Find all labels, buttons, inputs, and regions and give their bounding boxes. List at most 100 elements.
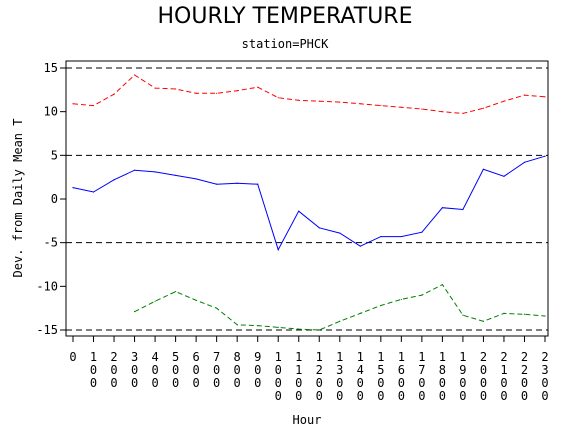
- data-point: [544, 155, 546, 157]
- data-point: [216, 183, 218, 185]
- data-point: [503, 312, 505, 315]
- y-tick-label: 0: [51, 192, 58, 206]
- data-point: [72, 103, 74, 105]
- data-point: [195, 299, 197, 301]
- data-point: [400, 106, 402, 108]
- y-tick-label: 5: [51, 148, 58, 162]
- series-line-2: [72, 155, 546, 251]
- data-point: [380, 235, 382, 238]
- data-point: [236, 182, 238, 184]
- data-point: [359, 103, 361, 105]
- data-point: [257, 183, 259, 185]
- data-point: [277, 326, 279, 328]
- data-point: [154, 171, 156, 173]
- data-point: [359, 312, 361, 315]
- data-point: [462, 314, 464, 316]
- data-point: [441, 111, 443, 113]
- y-tick-label: 10: [44, 105, 58, 119]
- data-point: [339, 320, 341, 322]
- data-point: [462, 112, 464, 115]
- data-point: [175, 88, 177, 90]
- y-tick-label: -10: [36, 279, 58, 293]
- data-point: [380, 104, 382, 107]
- data-point: [400, 235, 402, 238]
- data-point: [421, 294, 423, 296]
- y-axis-label: Dev. from Daily Mean T: [11, 119, 25, 278]
- data-point: [503, 175, 505, 177]
- data-point: [359, 245, 361, 247]
- series-line-1: [72, 74, 546, 114]
- data-point: [421, 108, 423, 110]
- data-point: [298, 328, 300, 330]
- chart-subtitle: station=PHCK: [241, 37, 329, 51]
- chart-title: HOURLY TEMPERATURE: [157, 4, 413, 29]
- data-point: [544, 96, 546, 98]
- data-point: [421, 231, 423, 233]
- y-tick-label: -5: [44, 236, 58, 250]
- data-point: [154, 87, 156, 89]
- x-axis: 0 1 0 0 2 0 0 3 0 0 4 0 0 5 0 0 6 0 0 7 0 0 8 0 0 9 0 0 1 0 0 0 1 1 0 0 1 2 0 0…: [69, 336, 549, 403]
- data-point: [92, 104, 95, 107]
- data-point: [277, 97, 279, 99]
- data-point: [113, 93, 115, 95]
- data-point: [482, 107, 485, 109]
- data-point: [175, 290, 177, 293]
- series-line-3: [134, 283, 546, 331]
- data-point: [523, 313, 526, 315]
- data-point: [482, 320, 485, 322]
- y-tick-label: 15: [44, 61, 58, 75]
- data-point: [257, 86, 259, 88]
- data-point: [441, 207, 443, 209]
- data-point: [113, 179, 115, 181]
- data-point: [523, 94, 526, 96]
- data-point: [339, 101, 341, 103]
- data-point: [482, 168, 485, 170]
- data-point: [339, 232, 341, 234]
- y-tick-label: -15: [36, 323, 58, 337]
- data-point: [441, 283, 443, 286]
- data-point: [544, 315, 546, 317]
- data-point: [318, 100, 320, 102]
- data-point: [523, 161, 526, 163]
- data-point: [318, 227, 320, 229]
- data-point: [277, 249, 279, 251]
- data-point: [216, 92, 218, 94]
- data-point: [298, 99, 300, 101]
- data-point: [298, 210, 300, 212]
- data-point: [175, 174, 177, 177]
- data-point: [216, 307, 218, 309]
- series-layer: [72, 74, 546, 331]
- data-point: [92, 191, 95, 193]
- data-point: [462, 208, 464, 211]
- plot-frame: [65, 60, 549, 337]
- data-point: [195, 92, 197, 94]
- data-point: [400, 298, 402, 301]
- data-point: [318, 329, 320, 331]
- data-point: [133, 74, 136, 76]
- reference-lines: [66, 67, 548, 331]
- y-axis: 15 10 5 0 -5 -10 -15: [36, 61, 66, 337]
- data-point: [133, 169, 136, 171]
- data-point: [257, 325, 259, 327]
